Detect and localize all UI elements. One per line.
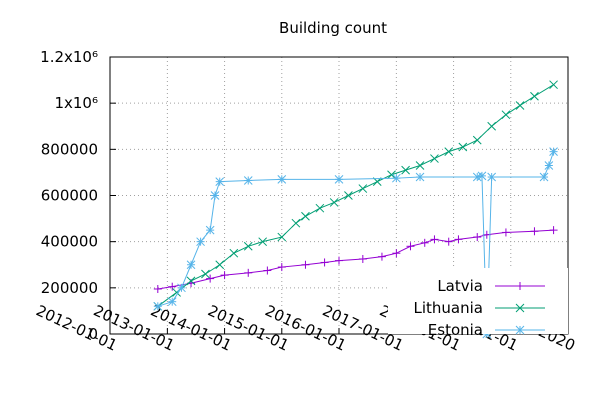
series-line-lithuania [157, 84, 554, 307]
data-point-estonia [153, 301, 163, 311]
data-point-lithuania [258, 237, 268, 247]
series-lithuania [153, 80, 558, 311]
data-point-latvia [549, 226, 558, 235]
legend-marker-estonia [515, 325, 525, 335]
data-point-lithuania [530, 91, 539, 101]
data-point-estonia [539, 172, 549, 182]
data-point-latvia [430, 235, 439, 244]
y-tick-label: 200000 [41, 279, 98, 297]
data-point-lithuania [329, 198, 339, 207]
legend-entry-latvia: Latvia [437, 277, 545, 295]
data-point-latvia [406, 242, 415, 251]
data-point-lithuania [243, 241, 253, 251]
data-point-latvia [377, 252, 386, 261]
data-point-latvia [301, 260, 310, 269]
legend: Latvia Lithuania Estonia [388, 268, 568, 339]
data-point-lithuania [549, 80, 558, 90]
y-tick-label: 1.2x10⁶ [40, 48, 98, 66]
data-point-latvia [392, 249, 401, 258]
data-point-latvia [358, 254, 367, 263]
series-group [153, 80, 558, 339]
data-point-latvia [454, 235, 463, 244]
legend-entry-estonia: Estonia [428, 321, 545, 339]
legend-marker-lithuania [515, 303, 525, 313]
data-point-estonia [177, 283, 186, 293]
series-estonia [153, 147, 558, 339]
data-point-estonia [392, 173, 401, 183]
data-point-lithuania [515, 101, 525, 110]
data-point-lithuania [344, 191, 353, 200]
chart-title: Building count [279, 19, 387, 37]
legend-label-latvia: Latvia [437, 277, 483, 295]
y-tick-label: 1x10⁶ [54, 94, 98, 112]
data-point-lithuania [358, 184, 368, 193]
data-point-estonia [210, 191, 220, 200]
data-point-lithuania [291, 218, 301, 228]
data-point-lithuania [487, 121, 497, 131]
data-point-latvia [501, 228, 510, 237]
data-point-lithuania [301, 211, 310, 221]
data-point-latvia [444, 237, 453, 246]
data-point-estonia [186, 260, 196, 270]
data-point-lithuania [315, 203, 325, 213]
data-point-lithuania [387, 170, 396, 180]
data-point-latvia [473, 233, 482, 242]
data-point-latvia [263, 266, 272, 275]
data-point-estonia [215, 177, 225, 187]
data-point-latvia [277, 263, 286, 272]
data-point-latvia [420, 238, 429, 247]
data-point-latvia [206, 274, 215, 283]
data-point-estonia [277, 174, 287, 184]
data-point-latvia [220, 271, 229, 280]
data-point-lithuania [401, 165, 410, 175]
data-point-lithuania [186, 276, 196, 286]
data-point-latvia [530, 227, 539, 236]
legend-entry-lithuania: Lithuania [414, 299, 545, 317]
data-point-estonia [243, 176, 253, 185]
legend-marker-latvia [516, 282, 524, 290]
data-point-latvia [153, 284, 162, 293]
data-point-lithuania [472, 135, 482, 145]
data-point-lithuania [501, 110, 511, 120]
data-point-estonia [196, 237, 205, 247]
data-point-lithuania [201, 269, 210, 279]
data-point-latvia [335, 256, 343, 265]
gridlines [110, 57, 568, 334]
data-point-latvia [320, 258, 329, 267]
y-tick-label: 800000 [41, 140, 98, 158]
y-tick-label: 400000 [41, 233, 98, 251]
data-point-estonia [334, 174, 344, 184]
data-point-estonia [544, 161, 554, 170]
data-point-lithuania [277, 232, 287, 242]
data-point-lithuania [415, 161, 425, 170]
legend-background [388, 268, 568, 334]
data-point-estonia [205, 225, 215, 235]
data-point-estonia [415, 172, 425, 182]
data-point-estonia [549, 147, 558, 156]
series-line-estonia [157, 151, 555, 335]
data-point-estonia [477, 171, 487, 181]
data-point-estonia [167, 297, 177, 307]
data-point-lithuania [215, 260, 225, 270]
data-point-estonia [487, 172, 497, 182]
y-tick-label: 600000 [41, 187, 98, 205]
series-latvia [153, 226, 558, 293]
data-point-latvia [168, 282, 177, 291]
legend-label-lithuania: Lithuania [414, 299, 483, 317]
plot-frame [109, 56, 569, 335]
data-point-lithuania [430, 154, 439, 163]
data-point-lithuania [444, 147, 454, 156]
legend-label-estonia: Estonia [428, 321, 483, 339]
data-point-lithuania [229, 248, 239, 258]
data-point-latvia [244, 268, 253, 277]
y-tick-label: 0 [88, 325, 98, 343]
data-point-lithuania [458, 142, 468, 152]
